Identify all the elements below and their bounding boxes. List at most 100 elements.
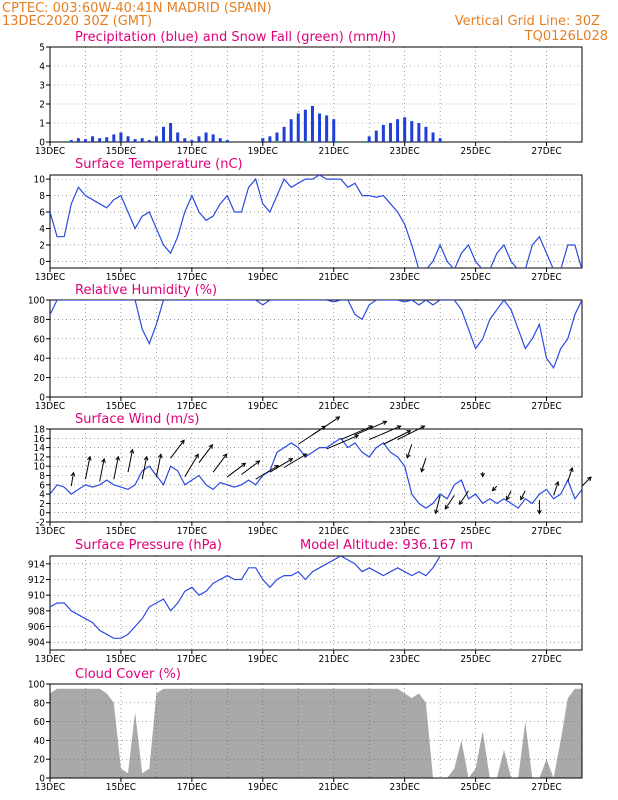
snow-bar	[222, 141, 226, 143]
precip-bar	[183, 138, 187, 142]
wind-arrow-head	[480, 472, 486, 478]
x-tick-label: 17DEC	[177, 146, 207, 157]
wind-arrow	[340, 425, 373, 441]
precip-bar	[218, 138, 222, 142]
wind-arrow	[184, 454, 199, 478]
y-tick-label: 8	[39, 191, 45, 202]
wind-arrow	[492, 485, 498, 491]
x-tick-label: 15DEC	[106, 526, 136, 537]
wind-arrow-head	[406, 430, 412, 435]
y-tick-label: 908	[28, 606, 45, 617]
precip-bar	[275, 132, 279, 142]
y-tick-label: 80	[34, 698, 46, 709]
wind-arrow-head	[444, 504, 450, 510]
x-tick-label: 17DEC	[177, 782, 207, 793]
y-tick-label: 80	[34, 315, 46, 326]
x-tick-label: 27DEC	[531, 272, 561, 283]
x-tick-label: 23DEC	[389, 146, 419, 157]
x-tick-label: 23DEC	[389, 654, 419, 665]
precip-bar	[381, 124, 385, 142]
wind-arrow	[420, 458, 427, 472]
y-tick-label: 0	[39, 774, 45, 785]
wind-arrow-head	[554, 480, 560, 486]
precip-bar	[119, 132, 123, 142]
precip-bar	[431, 132, 435, 142]
precip-bar	[190, 140, 194, 142]
wind-arrow-head	[208, 444, 214, 449]
y-tick-label: 4	[39, 224, 45, 235]
precip-bar	[374, 130, 378, 142]
precip-bar	[303, 109, 307, 142]
wind-arrow	[369, 425, 401, 441]
wind-arrow	[383, 430, 411, 445]
wind-arrow-head	[180, 439, 185, 445]
y-tick-label: 2	[39, 240, 45, 251]
x-tick-label: 23DEC	[389, 401, 419, 412]
wind-arrow-head	[222, 453, 228, 459]
header-date: 13DEC2020 30Z (GMT)	[2, 14, 152, 29]
y-tick-label: 60	[34, 717, 46, 728]
y-tick-label: 100	[28, 296, 45, 307]
x-tick-label: 25DEC	[460, 782, 490, 793]
x-tick-label: 27DEC	[531, 401, 561, 412]
x-tick-label: 19DEC	[248, 401, 278, 412]
wind-arrow-head	[491, 486, 497, 492]
rh-line	[50, 300, 582, 370]
precip-panel: Precipitation (blue) and Snow Fall (gree…	[35, 30, 583, 157]
y-tick-label: 40	[34, 354, 46, 365]
precip-bar	[417, 123, 421, 142]
wind-arrow	[459, 490, 469, 505]
press-line	[50, 556, 441, 639]
precip-bar	[76, 138, 80, 142]
wind-arrow-head	[587, 476, 592, 482]
wind-arrow	[170, 439, 185, 459]
y-tick-label: 4	[39, 490, 45, 501]
precip-bar	[211, 134, 215, 142]
y-tick-label: 912	[28, 575, 45, 586]
wind-line	[50, 437, 582, 509]
wind-arrow-head	[520, 495, 525, 501]
precip-bar	[83, 139, 87, 142]
precip-bar	[197, 136, 201, 142]
x-tick-label: 21DEC	[319, 401, 349, 412]
precip-bar	[282, 126, 286, 142]
wind-arrow-head	[537, 509, 542, 515]
wind-arrow	[581, 476, 592, 487]
wind-arrow	[326, 434, 359, 450]
precip-bar	[98, 138, 102, 142]
y-tick-label: 3	[39, 81, 45, 92]
precip-bar	[410, 121, 414, 142]
precip-bar	[140, 138, 144, 142]
y-tick-label: 906	[28, 622, 45, 633]
precip-bar	[105, 137, 109, 142]
wind-arrow-head	[288, 458, 294, 463]
snow-bar	[275, 141, 279, 143]
y-tick-label: 60	[34, 334, 46, 345]
wind-arrow	[227, 462, 246, 478]
press-annotation: Model Altitude: 936.167 m	[300, 538, 473, 553]
cloud-title: Cloud Cover (%)	[75, 667, 181, 682]
precip-bar	[403, 117, 407, 142]
x-tick-label: 25DEC	[460, 654, 490, 665]
y-tick-label: 12	[34, 452, 45, 463]
precip-bar	[176, 132, 180, 142]
x-tick-label: 27DEC	[531, 782, 561, 793]
press-panel: Surface Pressure (hPa) Model Altitude: 93…	[28, 538, 583, 665]
x-tick-label: 27DEC	[531, 146, 561, 157]
precip-bar	[204, 132, 208, 142]
x-tick-label: 17DEC	[177, 401, 207, 412]
wind-arrow-head	[406, 453, 411, 459]
y-tick-label: 20	[34, 755, 46, 766]
x-tick-label: 19DEC	[248, 272, 278, 283]
precip-bar	[147, 140, 151, 142]
y-tick-label: -2	[36, 518, 45, 529]
wind-arrow	[397, 425, 425, 441]
wind-arrow	[553, 481, 559, 496]
x-tick-label: 15DEC	[106, 146, 136, 157]
x-tick-label: 19DEC	[248, 654, 278, 665]
y-tick-label: 10	[34, 175, 46, 186]
snow-bar	[335, 141, 339, 143]
y-tick-label: 0	[39, 393, 45, 404]
wind-arrow-head	[143, 455, 149, 461]
precip-bar	[133, 139, 137, 142]
